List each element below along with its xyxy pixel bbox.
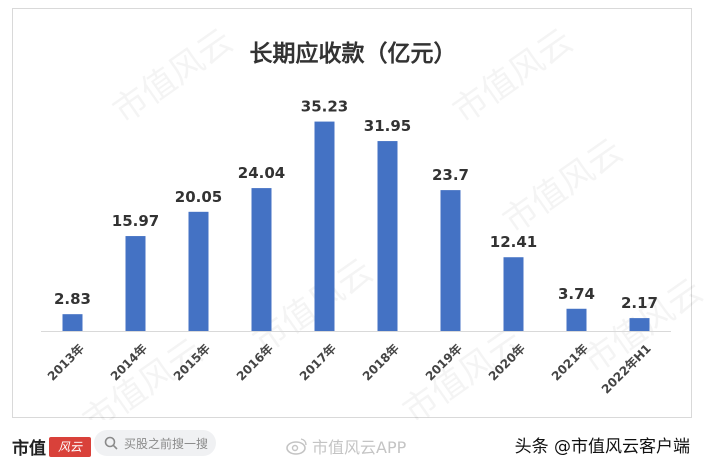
bar-9 <box>629 318 650 331</box>
x-tick-label-9: 2022年H1 <box>598 341 654 397</box>
brand-name: 市值 <box>12 439 46 459</box>
x-tick-label-4: 2017年 <box>296 341 339 384</box>
bar-5 <box>377 141 398 331</box>
data-label-5: 31.95 <box>364 117 411 135</box>
x-tick-label-8: 2021年 <box>548 341 591 384</box>
chart-title: 长期应收款（亿元） <box>250 40 457 67</box>
x-tick-label-2: 2015年 <box>170 341 213 384</box>
app-watermark-text: 市值风云APP <box>312 438 407 457</box>
data-label-3: 24.04 <box>238 164 285 182</box>
bar-4 <box>314 121 335 331</box>
bar-0 <box>62 314 83 331</box>
brand-logo-badge: 风云 <box>49 436 91 457</box>
data-label-9: 2.17 <box>621 294 658 312</box>
bar-7 <box>503 257 524 331</box>
data-label-7: 12.41 <box>490 233 537 251</box>
bar-2 <box>188 211 209 331</box>
weibo-icon <box>286 438 307 455</box>
x-tick-label-5: 2018年 <box>359 341 402 384</box>
x-tick-label-6: 2019年 <box>422 341 465 384</box>
x-tick-label-3: 2016年 <box>233 341 276 384</box>
x-tick-label-7: 2020年 <box>485 341 528 384</box>
chart-frame: 市值风云 市值风云 市值风云 市值风云 市值风云 市值风云 市值风云 长期应收款… <box>12 8 704 442</box>
bar-chart: 长期应收款（亿元） 2.83 15.97 20.05 24.04 35.23 31.95 2… <box>41 40 671 397</box>
data-label-1: 15.97 <box>112 212 159 230</box>
data-label-2: 20.05 <box>175 188 222 206</box>
bar-1 <box>125 236 146 331</box>
brand-logo-group[interactable]: 市值 风云 <box>12 434 91 459</box>
bar-6 <box>440 190 461 331</box>
search-placeholder: 买股之前搜一搜 <box>124 436 209 451</box>
app-watermark: 市值风云APP <box>286 434 406 458</box>
footer-bar: 市值 风云 买股之前搜一搜 市值风云APP 头条 @市值风云客户端 <box>0 420 704 469</box>
search-icon <box>104 436 118 450</box>
search-input[interactable]: 买股之前搜一搜 <box>94 430 216 456</box>
bar-3 <box>251 188 272 331</box>
data-label-6: 23.7 <box>432 166 469 184</box>
x-tick-label-0: 2013年 <box>44 341 87 384</box>
data-label-8: 3.74 <box>558 285 595 303</box>
data-label-0: 2.83 <box>54 290 91 308</box>
bar-8 <box>566 308 587 331</box>
x-tick-label-1: 2014年 <box>107 341 150 384</box>
author-credit: 头条 @市值风云客户端 <box>514 437 690 457</box>
data-label-4: 35.23 <box>301 98 348 116</box>
